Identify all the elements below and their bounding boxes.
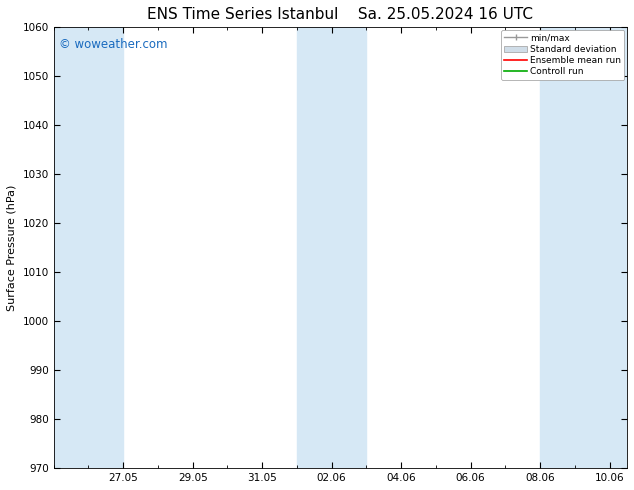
Bar <box>297 27 366 468</box>
Text: © woweather.com: © woweather.com <box>60 38 168 51</box>
Title: ENS Time Series Istanbul    Sa. 25.05.2024 16 UTC: ENS Time Series Istanbul Sa. 25.05.2024 … <box>147 7 533 22</box>
Y-axis label: Surface Pressure (hPa): Surface Pressure (hPa) <box>7 185 17 311</box>
Bar <box>540 27 627 468</box>
Bar <box>54 27 123 468</box>
Legend: min/max, Standard deviation, Ensemble mean run, Controll run: min/max, Standard deviation, Ensemble me… <box>501 30 624 80</box>
